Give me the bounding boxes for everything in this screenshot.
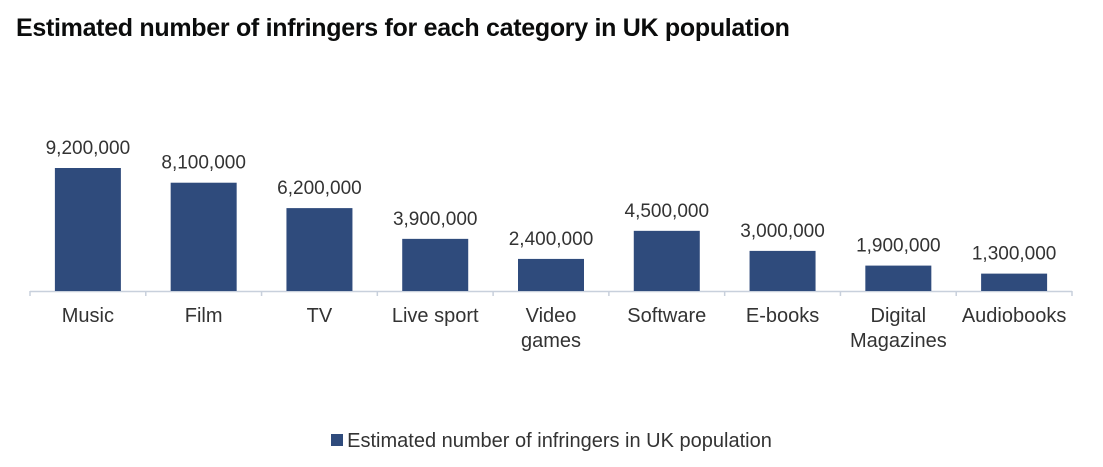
- data-label: 4,500,000: [625, 201, 710, 222]
- x-tick-label: Audiobooks: [961, 305, 1067, 327]
- data-label: 6,200,000: [277, 178, 362, 199]
- legend-label: Estimated number of infringers in UK pop…: [347, 430, 772, 452]
- x-tick-label: Live sport: [391, 305, 479, 327]
- bar: [981, 273, 1048, 291]
- data-label: 3,000,000: [740, 221, 825, 242]
- data-label: 8,100,000: [161, 153, 246, 174]
- bar: [633, 230, 700, 291]
- data-label: 2,400,000: [509, 229, 594, 250]
- bar: [865, 265, 932, 291]
- data-label: 1,300,000: [972, 244, 1057, 265]
- bar: [170, 182, 237, 291]
- x-tick-label: Film: [184, 305, 223, 327]
- bar: [54, 168, 121, 291]
- legend-swatch: [331, 434, 344, 446]
- x-tick-label: Software: [627, 305, 707, 327]
- data-label: 3,900,000: [393, 209, 478, 230]
- x-tick-label: Digital Magazines: [849, 305, 947, 352]
- x-tick-label: Video games: [520, 305, 582, 352]
- bar: [518, 258, 584, 291]
- x-tick-label: Music: [61, 305, 114, 327]
- legend: Estimated number of infringers in UK pop…: [0, 430, 1103, 453]
- data-label: 1,900,000: [856, 236, 941, 257]
- data-label: 9,200,000: [46, 138, 131, 159]
- chart-title: Estimated number of infringers for each …: [16, 14, 790, 42]
- x-tick-label: E-books: [745, 305, 820, 327]
- bar: [286, 208, 353, 291]
- x-tick-label: TV: [306, 305, 333, 327]
- bar: [749, 250, 816, 291]
- bar: [402, 238, 469, 291]
